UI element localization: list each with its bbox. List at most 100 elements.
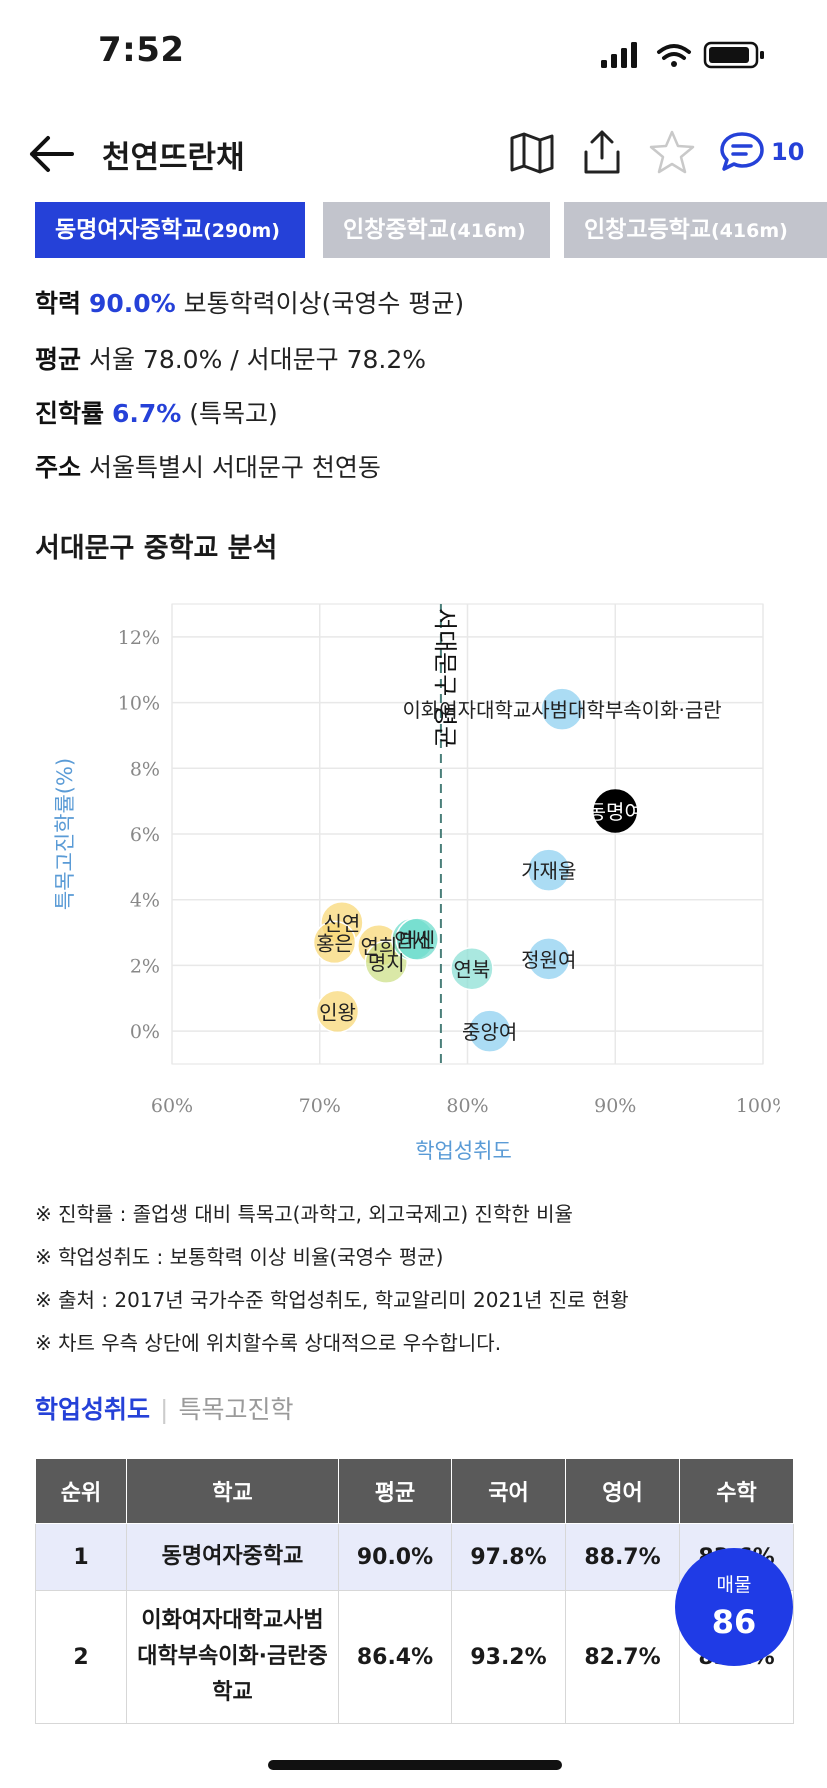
map-icon[interactable] (508, 128, 556, 176)
note-source: ※ 출처 : 2017년 국가수준 학업성취도, 학교알리미 2021년 진로 … (35, 1288, 629, 1312)
school-tab-inchang-middle[interactable]: 인창중학교(416m) (323, 202, 550, 258)
school-tab-label: 인창고등학교 (584, 217, 711, 243)
header-korean: 국어 (451, 1458, 566, 1524)
fab-count: 86 (711, 1603, 757, 1641)
table-header-row: 순위 학교 평균 국어 영어 수학 (35, 1458, 794, 1524)
rank-tabs: 학업성취도 | 특목고진학 (35, 1390, 293, 1426)
cell-korean: 97.8% (451, 1523, 566, 1591)
share-icon[interactable] (578, 128, 626, 176)
data-point (450, 946, 494, 991)
data-point-label: 동명여 (588, 800, 643, 824)
info-label: 평균 (35, 345, 82, 374)
info-label: 주소 (35, 453, 82, 482)
nav-bar: 천연뜨란채 10 (0, 110, 827, 200)
x-tick-label: 90% (594, 1095, 636, 1117)
wifi-icon (657, 44, 691, 67)
data-point (527, 937, 571, 981)
advance-desc: (특목고) (189, 399, 278, 428)
back-arrow-icon[interactable] (26, 132, 76, 176)
data-point (312, 920, 357, 965)
data-point (467, 1009, 512, 1053)
note-position: ※ 차트 우측 상단에 위치할수록 상대적으로 우수합니다. (35, 1331, 502, 1355)
y-tick-label: 12% (118, 627, 160, 649)
x-tick-label: 60% (151, 1095, 193, 1117)
advance-value: 6.7% (111, 399, 182, 428)
rank-tab-achievement[interactable]: 학업성취도 (35, 1395, 151, 1424)
data-point (315, 989, 360, 1034)
ranking-table: 순위 학교 평균 국어 영어 수학 1 동명여자중학교 90.0% 97.8% … (35, 1458, 794, 1724)
battery-icon (703, 41, 764, 69)
comment-count: 10 (771, 138, 805, 166)
info-address: 주소 서울특별시 서대문구 천연동 (35, 448, 381, 484)
rank-tab-divider: | (160, 1395, 169, 1424)
data-point (395, 917, 440, 961)
school-tab-label: 인창중학교 (343, 217, 449, 243)
cell-korean: 93.2% (451, 1590, 566, 1724)
y-tick-label: 10% (118, 693, 160, 715)
cell-rank: 2 (35, 1590, 127, 1724)
header-math: 수학 (679, 1458, 794, 1524)
data-point (593, 789, 637, 833)
info-achievement: 학력 90.0% 보통학력이상(국영수 평균) (35, 284, 464, 320)
table-row[interactable]: 1 동명여자중학교 90.0% 97.8% 88.7% 83.6% (35, 1523, 794, 1591)
header-average: 평균 (338, 1458, 452, 1524)
cell-average: 90.0% (338, 1523, 452, 1591)
achievement-desc: 보통학력이상(국영수 평균) (183, 289, 465, 318)
x-tick-label: 70% (299, 1095, 341, 1117)
data-point-label: 대신 (399, 928, 436, 952)
data-point-label: 인왕 (319, 1000, 356, 1024)
listing-fab-button[interactable]: 매물 86 (675, 1548, 793, 1666)
section-title: 서대문구 중학교 분석 (35, 533, 278, 564)
y-axis-title: 특목고진학률(%) (53, 758, 77, 910)
data-point-label: 신연 (324, 912, 361, 936)
address-text: 서울특별시 서대문구 천연동 (88, 453, 381, 482)
y-tick-label: 2% (130, 955, 160, 977)
data-point-label: 연세 (394, 928, 431, 952)
data-point (527, 848, 571, 892)
comment-icon[interactable] (718, 128, 766, 176)
cellular-signal-icon (601, 42, 637, 68)
scatter-chart: 0% 2% 4% 6% 8% 10% 12% 60% 70% 80% 90% 100% 학업성취도 특목고… (53, 603, 780, 1163)
data-point-label: 연희 (360, 935, 397, 959)
school-tab-dongmyeong[interactable]: 동명여자중학교(290m) (35, 202, 305, 258)
status-bar: 7:52 (0, 0, 827, 110)
note-advance-rate: ※ 진학률 : 졸업생 대비 특목고(과학고, 외고국제고) 진학한 비율 (35, 1202, 573, 1226)
y-tick-label: 0% (130, 1021, 160, 1043)
info-advance: 진학률 6.7% (특목고) (35, 394, 278, 430)
fab-label: 매물 (716, 1574, 752, 1596)
rank-tab-advance[interactable]: 특목고진학 (178, 1395, 294, 1424)
average-reference-label: 서대문구 평균 (431, 608, 459, 748)
cell-school: 동명여자중학교 (126, 1523, 339, 1591)
average-text: 서울 78.0% / 서대문구 78.2% (88, 345, 427, 374)
cell-english: 82.7% (565, 1590, 680, 1724)
school-tabs: 동명여자중학교(290m) 인창중학교(416m) 인창고등학교(416m) (0, 200, 827, 260)
page-title: 천연뜨란채 (102, 140, 245, 176)
header-rank: 순위 (35, 1458, 127, 1524)
x-tick-label: 80% (446, 1095, 488, 1117)
cell-english: 88.7% (565, 1523, 680, 1591)
status-time: 7:52 (98, 30, 185, 70)
info-label: 학력 (35, 289, 82, 318)
cell-school: 이화여자대학교사범대학부속이화·금란중학교 (126, 1590, 339, 1724)
school-tab-distance: (290m) (203, 220, 280, 242)
data-point-label: 가재울 (521, 859, 576, 883)
status-icons (601, 41, 764, 69)
data-point-label: 연북 (454, 958, 491, 982)
school-tab-distance: (416m) (448, 220, 526, 242)
y-tick-label: 6% (130, 824, 160, 846)
data-point-label: 이화여자대학교사범대학부속이화·금란 (402, 698, 721, 722)
achievement-value: 90.0% (88, 289, 176, 318)
data-point-label: 명지 (368, 951, 405, 975)
data-point-label: 홍은 (316, 931, 353, 955)
y-tick-label: 4% (130, 890, 160, 912)
data-point (540, 687, 584, 731)
home-indicator (268, 1760, 562, 1770)
school-tab-inchang-high[interactable]: 인창고등학교(416m) (564, 202, 827, 258)
header-english: 영어 (565, 1458, 680, 1524)
cell-average: 86.4% (338, 1590, 452, 1724)
star-icon[interactable] (648, 128, 696, 176)
info-label: 진학률 (35, 399, 105, 428)
school-tab-distance: (416m) (710, 220, 788, 242)
info-average: 평균 서울 78.0% / 서대문구 78.2% (35, 340, 426, 376)
note-achievement: ※ 학업성취도 : 보통학력 이상 비율(국영수 평균) (35, 1245, 444, 1269)
